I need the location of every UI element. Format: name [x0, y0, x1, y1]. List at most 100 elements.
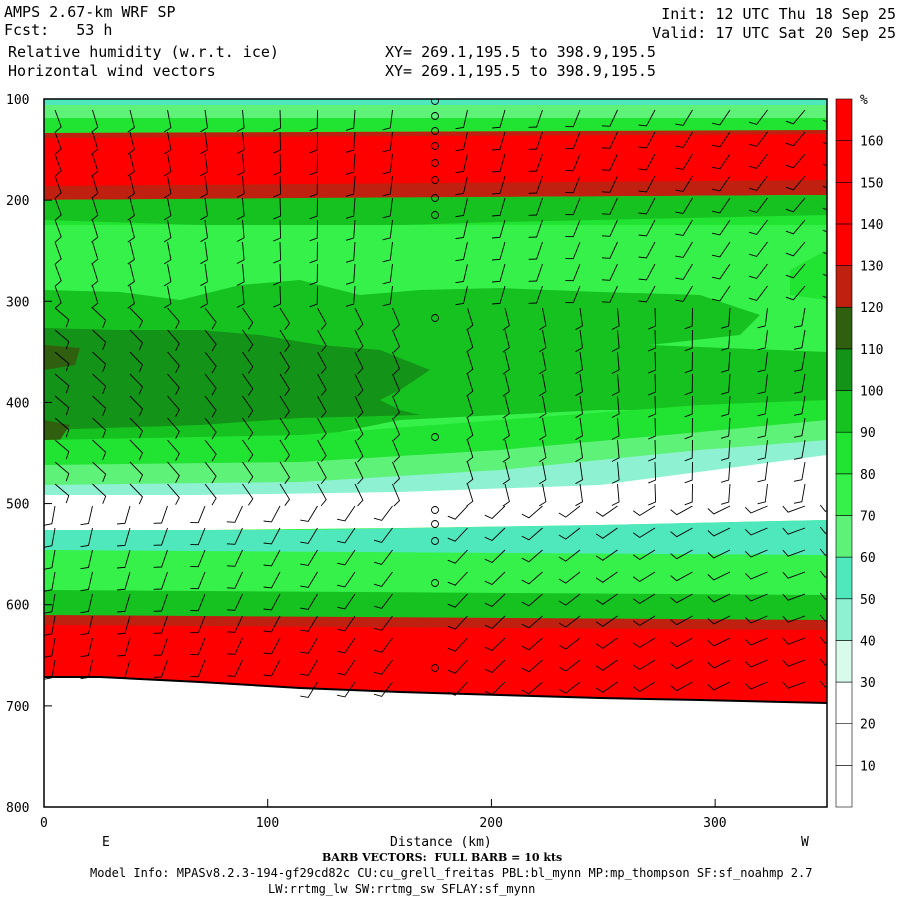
- wind-barb: [558, 571, 581, 584]
- wind-barb: [819, 680, 827, 688]
- wind-barb: [684, 329, 693, 352]
- wind-barb: [466, 351, 474, 375]
- colorbar: 10 20 30 40 50 60 70 80 90 100 110 120 130 140 150 160%: [835, 93, 883, 808]
- wind-barb: [129, 329, 144, 351]
- wind-barb: [190, 637, 206, 656]
- wind-barb: [44, 505, 56, 526]
- wind-barb: [309, 153, 318, 176]
- rh-band-lightgreen-mid: [44, 225, 827, 300]
- wind-barb: [601, 153, 618, 171]
- wind-barb: [80, 505, 93, 526]
- calm-wind-circle: [431, 142, 439, 150]
- wind-barb: [675, 219, 693, 236]
- model-info-2: LW:rrtmg_lw SW:rrtmg_sw SFLAY:sf_mynn: [268, 882, 536, 896]
- wind-barb: [163, 219, 172, 243]
- colorbar-label: 100: [860, 385, 883, 400]
- wind-barb: [782, 593, 806, 601]
- wind-barb: [782, 549, 806, 557]
- wind-barb: [382, 285, 393, 307]
- wind-barb: [354, 439, 364, 463]
- wind-barb: [528, 219, 543, 238]
- wind-barb: [757, 329, 768, 351]
- x-axis: 0 100 200 300: [40, 799, 727, 831]
- colorbar-swatch: [835, 515, 853, 558]
- wind-barb: [54, 351, 70, 372]
- wind-barb: [129, 395, 144, 417]
- wind-barb: [167, 483, 180, 505]
- wind-barb: [54, 307, 70, 328]
- wind-barb: [345, 175, 356, 197]
- wind-barb: [263, 615, 281, 633]
- wind-barb: [521, 571, 543, 585]
- wind-barb: [822, 229, 827, 233]
- wind-barb: [204, 439, 217, 462]
- wind-barb: [190, 593, 206, 612]
- wind-barb: [521, 593, 543, 607]
- wind-barb: [317, 439, 327, 463]
- wind-barb: [242, 351, 254, 374]
- wind-barb: [565, 153, 581, 172]
- wind-barb: [720, 417, 731, 439]
- wind-barb: [167, 351, 180, 373]
- rh-band-green-lower: [44, 400, 827, 470]
- wind-barb: [300, 527, 318, 544]
- wind-barb: [675, 285, 693, 302]
- wind-barb: [54, 197, 62, 221]
- wind-barb: [236, 175, 245, 198]
- wind-barb: [502, 461, 510, 485]
- wind-barb: [712, 197, 731, 214]
- wind-barb: [54, 329, 70, 350]
- wind-barb: [538, 329, 547, 353]
- calm-wind-circle: [431, 537, 439, 545]
- wind-barb: [204, 373, 217, 396]
- wind-barb: [236, 219, 245, 242]
- wind-barb: [601, 263, 618, 281]
- cross-section-coords-2: XY= 269.1,195.5 to 398.9,195.5: [385, 62, 656, 80]
- wind-barb: [638, 241, 656, 259]
- wind-barb: [127, 197, 135, 221]
- wind-barb: [484, 505, 506, 520]
- wind-barb: [392, 439, 401, 463]
- wind-barb: [748, 263, 768, 279]
- wind-barb: [521, 637, 543, 651]
- wind-barb: [466, 461, 474, 485]
- wind-barb: [263, 593, 281, 611]
- colorbar-label: 30: [860, 676, 876, 691]
- wind-barb: [638, 197, 656, 215]
- wind-barb: [793, 483, 806, 504]
- wind-barb: [466, 307, 474, 331]
- wind-barb: [44, 659, 56, 680]
- wind-barb: [226, 527, 243, 545]
- wind-barb: [167, 307, 180, 329]
- wind-barb: [200, 109, 208, 133]
- model-info: Model Info: MPASv8.2.3-194-gf29cd82c CU:…: [90, 866, 813, 880]
- wind-barb: [793, 417, 806, 438]
- wind-barb: [204, 395, 217, 418]
- wind-barb: [373, 505, 393, 521]
- wind-barb: [127, 175, 135, 199]
- wind-barb: [447, 615, 468, 630]
- wind-barb: [242, 373, 254, 396]
- wind-barb: [92, 307, 107, 328]
- wind-barb: [819, 548, 827, 556]
- wind-barb: [153, 615, 168, 634]
- wind-barb: [167, 439, 180, 461]
- wind-barb: [684, 417, 693, 440]
- wind-barb: [492, 131, 506, 151]
- wind-barb: [242, 483, 254, 506]
- wind-barb: [595, 637, 618, 649]
- wind-barb: [785, 175, 806, 191]
- wind-barb: [455, 109, 468, 130]
- wind-barb: [44, 527, 56, 548]
- wind-barb: [502, 351, 510, 375]
- wind-barb: [633, 593, 656, 605]
- wind-barb: [54, 439, 70, 460]
- wind-barb: [163, 175, 172, 199]
- wind-barb: [279, 395, 291, 418]
- wind-barb: [392, 307, 401, 331]
- wind-barb: [167, 461, 180, 483]
- wind-barb: [822, 185, 827, 189]
- terrain-below-ground: [44, 677, 827, 807]
- wind-barb: [565, 285, 581, 304]
- wind-barb: [675, 241, 693, 258]
